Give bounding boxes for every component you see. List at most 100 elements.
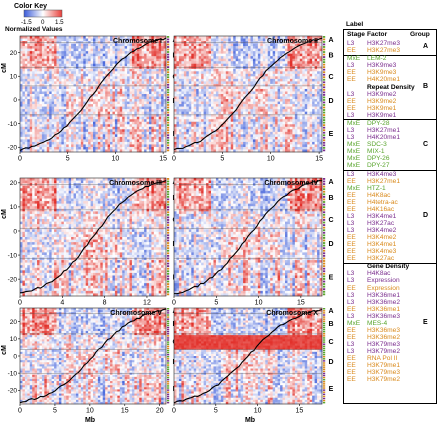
heatmap-cell: [95, 71, 99, 75]
heatmap-cell: [114, 38, 118, 42]
heatmap-cell: [39, 131, 43, 135]
heatmap-cell: [319, 78, 323, 82]
heatmap-cell: [267, 106, 271, 110]
heatmap-cell: [41, 131, 45, 135]
heatmap-cell: [230, 81, 234, 85]
heatmap-cell: [58, 78, 62, 82]
heatmap-cell: [110, 119, 113, 123]
heatmap-cell: [114, 78, 118, 82]
heatmap-cell: [37, 109, 40, 112]
heatmap-cell: [314, 83, 318, 87]
heatmap-cell: [297, 51, 301, 54]
heatmap-cell: [51, 129, 55, 133]
heatmap-cell: [191, 48, 195, 52]
heatmap-cell: [317, 61, 320, 65]
heatmap-cell: [193, 78, 197, 82]
heatmap-cell: [105, 149, 108, 153]
heatmap-cell: [139, 114, 142, 117]
heatmap-cell: [54, 78, 57, 82]
heatmap-cell: [248, 101, 251, 105]
heatmap-cell: [107, 134, 111, 138]
heatmap-cell: [235, 94, 239, 97]
heatmap-cell: [100, 73, 104, 77]
heatmap-cell: [117, 136, 121, 140]
heatmap-cell: [225, 46, 229, 49]
heatmap-cell: [97, 136, 101, 140]
heatmap-cell: [144, 36, 147, 39]
heatmap-cell: [56, 134, 60, 138]
heatmap-cell: [198, 63, 202, 67]
heatmap-cell: [228, 63, 232, 67]
heatmap-cell: [186, 78, 190, 82]
heatmap-cell: [176, 94, 180, 97]
heatmap-cell: [183, 111, 187, 115]
heatmap-cell: [54, 48, 57, 52]
heatmap-cell: [27, 73, 31, 77]
heatmap-cell: [304, 53, 308, 57]
heatmap-cell: [29, 129, 33, 133]
heatmap-cell: [88, 106, 91, 110]
heatmap-cell: [136, 38, 140, 42]
heatmap-cell: [250, 38, 254, 42]
heatmap-cell: [183, 71, 187, 75]
heatmap-cell: [228, 101, 232, 105]
heatmap-cell: [196, 94, 199, 97]
heatmap-cell: [144, 101, 147, 105]
heatmap-cell: [148, 81, 152, 85]
heatmap-cell: [158, 58, 162, 62]
heatmap-cell: [220, 119, 224, 123]
heatmap-cell: [265, 81, 269, 85]
heatmap-cell: [110, 94, 113, 97]
heatmap-cell: [112, 48, 116, 52]
heatmap-cell: [282, 114, 286, 117]
heatmap-cell: [46, 56, 50, 59]
heatmap-cell: [112, 106, 116, 110]
heatmap-cell: [119, 99, 123, 102]
heatmap-cell: [78, 51, 82, 54]
heatmap-cell: [56, 68, 60, 72]
heatmap-cell: [148, 131, 152, 135]
heatmap-cell: [22, 131, 26, 135]
heatmap-cell: [139, 116, 142, 120]
heatmap-cell: [41, 114, 45, 117]
heatmap-cell: [34, 61, 38, 65]
heatmap-cell: [196, 66, 199, 70]
heatmap-cell: [112, 141, 116, 145]
heatmap-cell: [294, 63, 298, 67]
heatmap-cell: [75, 66, 79, 70]
heatmap-cell: [100, 99, 104, 102]
heatmap-cell: [71, 136, 74, 140]
heatmap-cell: [144, 88, 147, 92]
heatmap-cell: [198, 114, 202, 117]
heatmap-cell: [105, 144, 108, 148]
heatmap-cell: [176, 109, 180, 112]
heatmap-cell: [56, 66, 60, 70]
heatmap-cell: [73, 129, 77, 133]
heatmap-cell: [248, 116, 251, 120]
heatmap-cell: [319, 83, 323, 87]
heatmap-cell: [161, 51, 164, 54]
heatmap-cell: [186, 81, 190, 85]
heatmap-cell: [280, 61, 283, 65]
heatmap-cell: [124, 111, 128, 115]
heatmap-cell: [124, 114, 128, 117]
heatmap-cell: [201, 63, 204, 67]
heatmap-cell: [32, 124, 35, 128]
heatmap-cell: [191, 61, 195, 65]
heatmap-cell: [151, 146, 155, 150]
heatmap-cell: [265, 83, 269, 87]
heatmap-cell: [186, 91, 190, 95]
heatmap-cell: [156, 66, 159, 70]
heatmap-cell: [208, 104, 212, 107]
heatmap-cell: [63, 116, 67, 120]
heatmap-cell: [272, 99, 276, 102]
heatmap-cell: [63, 68, 67, 72]
heatmap-cell: [24, 124, 28, 128]
heatmap-cell: [100, 146, 104, 150]
heatmap-cell: [112, 58, 116, 62]
heatmap-cell: [68, 104, 72, 107]
heatmap-cell: [85, 126, 89, 130]
heatmap-cell: [198, 124, 202, 128]
heatmap-cell: [61, 94, 65, 97]
heatmap-cell: [29, 58, 33, 62]
